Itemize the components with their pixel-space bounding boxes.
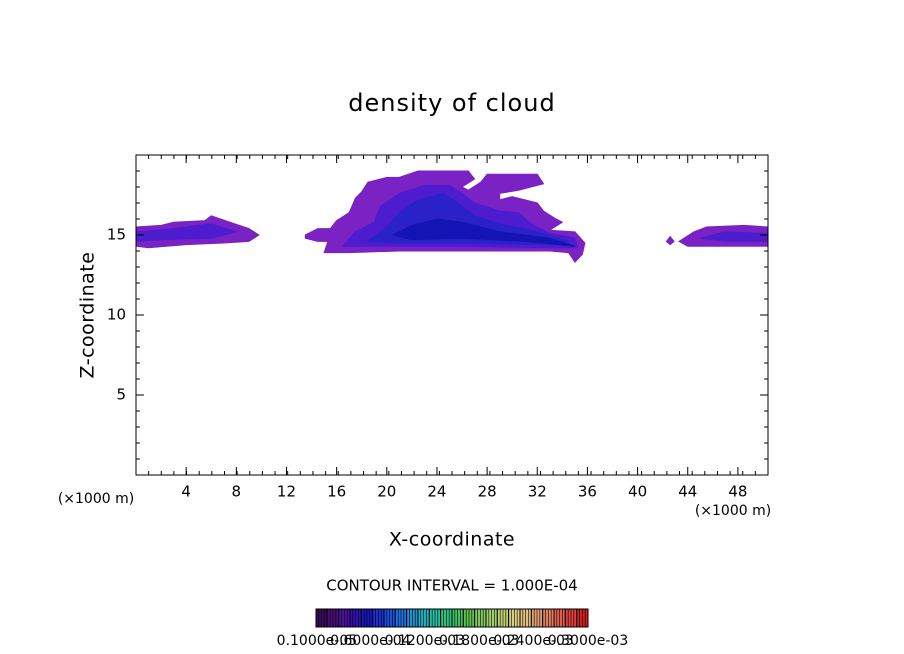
x-tick-label: 24 bbox=[427, 483, 446, 501]
x-tick-label: 20 bbox=[377, 483, 396, 501]
x-tick-label: 36 bbox=[578, 483, 597, 501]
contour-region bbox=[391, 218, 576, 247]
contour-interval: CONTOUR INTERVAL = 1.000E-04 bbox=[326, 577, 577, 595]
y-tick-label: 10 bbox=[107, 306, 126, 324]
y-unit-label: (×1000 m) bbox=[58, 491, 134, 507]
y-tick-label: 5 bbox=[116, 386, 126, 404]
x-tick-label: 16 bbox=[327, 483, 346, 501]
contour-region bbox=[135, 223, 239, 242]
x-tick-label: 40 bbox=[628, 483, 647, 501]
contour-region bbox=[665, 235, 675, 246]
colorbar-label: 0.1200e-03 bbox=[385, 633, 465, 649]
chart-title: density of cloud bbox=[348, 89, 555, 117]
y-axis-label: Z-coordinate bbox=[77, 252, 99, 379]
x-axis-label: X-coordinate bbox=[389, 529, 515, 551]
colorbar-label: 0.1000e-05 bbox=[277, 633, 357, 649]
x-tick-label: 28 bbox=[478, 483, 497, 501]
colorbar-label: 0.3000e-03 bbox=[548, 633, 628, 649]
colorbar-label: 0.6000e-04 bbox=[330, 633, 411, 649]
x-tick-label: 8 bbox=[232, 483, 242, 501]
x-tick-label: 44 bbox=[678, 483, 697, 501]
colorbar-label: 0.2400e-03 bbox=[493, 633, 573, 649]
x-tick-label: 32 bbox=[528, 483, 547, 501]
x-tick-label: 12 bbox=[277, 483, 296, 501]
x-tick-label: 4 bbox=[181, 483, 191, 501]
colorbar-label: 0.1800e-03 bbox=[439, 633, 519, 649]
y-tick-label: 15 bbox=[107, 226, 126, 244]
x-unit-label: (×1000 m) bbox=[695, 503, 771, 519]
x-tick-label: 48 bbox=[728, 483, 747, 501]
